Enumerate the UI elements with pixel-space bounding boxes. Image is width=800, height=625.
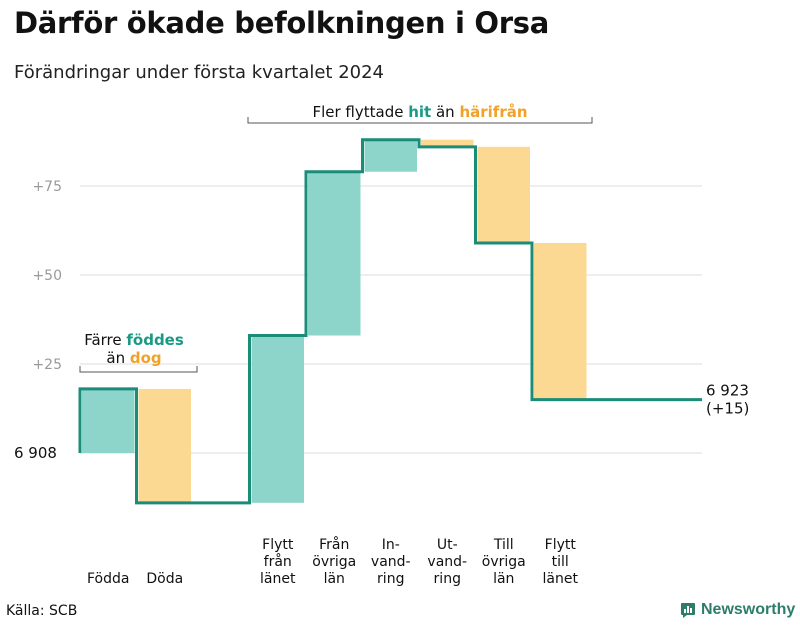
chart-title: Därför ökade befolkningen i Orsa — [14, 6, 549, 40]
decrease-bar — [421, 139, 474, 147]
brand-name: Newsworthy — [701, 601, 796, 618]
annotation-bracket — [247, 117, 593, 124]
category-label: från — [264, 553, 292, 570]
category-label: länet — [260, 571, 296, 587]
bars — [82, 139, 587, 503]
category-label: vand- — [371, 554, 411, 570]
running-total-path — [78, 138, 702, 505]
annotation-part: hit — [408, 103, 431, 121]
increase-bar — [82, 388, 135, 453]
category-label: Till — [493, 537, 514, 553]
y-tick-label: +50 — [32, 268, 62, 284]
annotation-births-line2: än dog — [106, 349, 161, 367]
y-tick-label: +75 — [32, 179, 62, 195]
chart-subtitle: Förändringar under första kvartalet 2024 — [14, 62, 385, 83]
decrease-bar — [534, 242, 587, 400]
increase-bar — [308, 171, 361, 336]
category-label: Ut- — [437, 537, 458, 553]
increase-bar — [251, 335, 304, 503]
annotation-part: än — [431, 103, 459, 121]
annotation-bracket — [79, 366, 198, 373]
end-value-label: 6 923 — [706, 382, 749, 400]
decrease-bar — [477, 146, 530, 243]
running-total-line — [78, 138, 702, 505]
annotation-part: härifrån — [459, 103, 527, 121]
annotation-part: Färre — [84, 331, 126, 349]
annotation-births-line1: Färre föddes — [84, 331, 184, 349]
annotation-part: än — [106, 349, 129, 367]
annotation-part: dog — [130, 349, 162, 367]
category-label: övriga — [312, 554, 356, 570]
category-label: länet — [543, 571, 579, 587]
annotation-migration: Fler flyttade hit än härifrån — [312, 103, 527, 121]
category-label: övriga — [482, 554, 526, 570]
increase-bar — [364, 139, 417, 172]
end-change-label: (+15) — [706, 400, 749, 418]
start-value-label: 6 908 — [14, 444, 57, 462]
category-label: län — [324, 571, 345, 587]
category-label: län — [493, 571, 514, 587]
category-label: ring — [377, 571, 404, 587]
category-label: till — [552, 554, 569, 570]
category-label: Från — [319, 536, 349, 553]
category-label: ring — [434, 571, 461, 587]
category-label: Flytt — [545, 537, 577, 553]
source-note: Källa: SCB — [6, 603, 78, 619]
category-label: Döda — [146, 571, 183, 587]
category-label: Födda — [87, 571, 129, 587]
brand-logo: Newsworthy — [680, 601, 795, 619]
newsworthy-logo-icon — [681, 603, 695, 618]
category-label: Flytt — [262, 537, 294, 553]
annotation-part: föddes — [126, 331, 183, 349]
annotation-part: Fler flyttade — [312, 103, 408, 121]
y-tick-label: +25 — [32, 357, 62, 373]
category-label: In- — [382, 537, 400, 553]
category-label: vand- — [427, 554, 467, 570]
decrease-bar — [138, 388, 191, 503]
